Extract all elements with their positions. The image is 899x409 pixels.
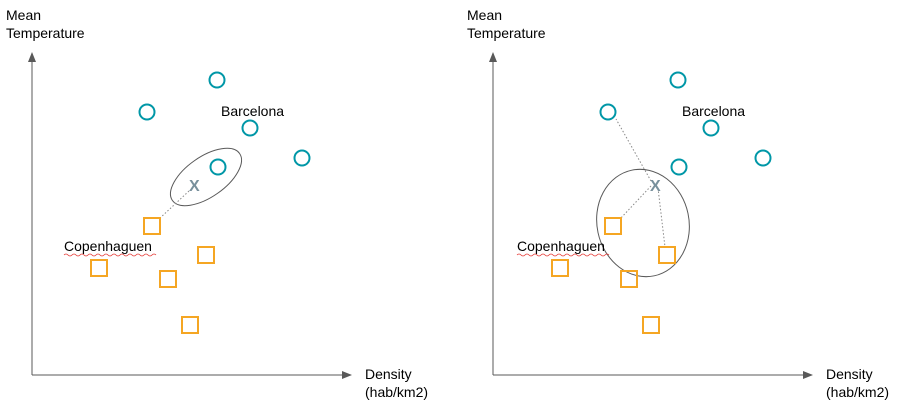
copenhagen-label: Copenhaguen — [64, 238, 152, 254]
square-point — [181, 316, 199, 334]
square-point — [143, 217, 161, 235]
distance-line — [615, 118, 652, 182]
neighborhood-ellipse — [596, 168, 690, 278]
square-point — [159, 270, 177, 288]
circle-point — [293, 149, 311, 167]
distance-line — [158, 190, 190, 220]
x-axis-label-line-1: Density — [826, 366, 873, 382]
circle-point — [208, 71, 226, 89]
circle-point — [754, 149, 772, 167]
query-point: X — [650, 178, 661, 195]
x-axis-label-line-2: (hab/km2) — [826, 384, 889, 400]
square-point — [642, 316, 660, 334]
x-axis-label-line-1: Density — [365, 366, 412, 382]
square-point — [197, 246, 215, 264]
panel-right: Mean Temperature Density (hab/km2) X Bar… — [467, 7, 889, 400]
panel-left: Mean Temperature Density (hab/km2) X Bar… — [6, 7, 428, 400]
circle-point — [599, 103, 617, 121]
y-axis-label-line-2: Temperature — [6, 25, 85, 41]
y-axis-label: Mean Temperature — [6, 7, 85, 41]
square-point — [604, 217, 622, 235]
x-axis-label: Density (hab/km2) — [365, 366, 428, 400]
barcelona-label: Barcelona — [682, 103, 745, 119]
circle-point — [670, 158, 688, 176]
x-axis-label: Density (hab/km2) — [826, 366, 889, 400]
y-axis-label: Mean Temperature — [467, 7, 546, 41]
circle-point — [702, 119, 720, 137]
y-axis-label-line-2: Temperature — [467, 25, 546, 41]
neighborhood-ellipse — [170, 147, 242, 207]
query-point: X — [189, 178, 200, 195]
spellcheck-underline — [63, 253, 157, 257]
spellcheck-underline — [516, 253, 610, 257]
circle-point — [241, 119, 259, 137]
square-point — [658, 246, 676, 264]
circle-point — [209, 158, 227, 176]
square-point — [90, 259, 108, 277]
barcelona-label: Barcelona — [221, 103, 284, 119]
square-point — [551, 259, 569, 277]
circle-point — [138, 103, 156, 121]
y-axis-label-line-1: Mean — [467, 7, 502, 23]
y-axis-label-line-1: Mean — [6, 7, 41, 23]
circle-point — [669, 71, 687, 89]
square-point — [620, 270, 638, 288]
distance-line — [657, 187, 666, 248]
x-axis-label-line-2: (hab/km2) — [365, 384, 428, 400]
copenhagen-label: Copenhaguen — [517, 238, 605, 254]
distance-line — [619, 185, 652, 220]
